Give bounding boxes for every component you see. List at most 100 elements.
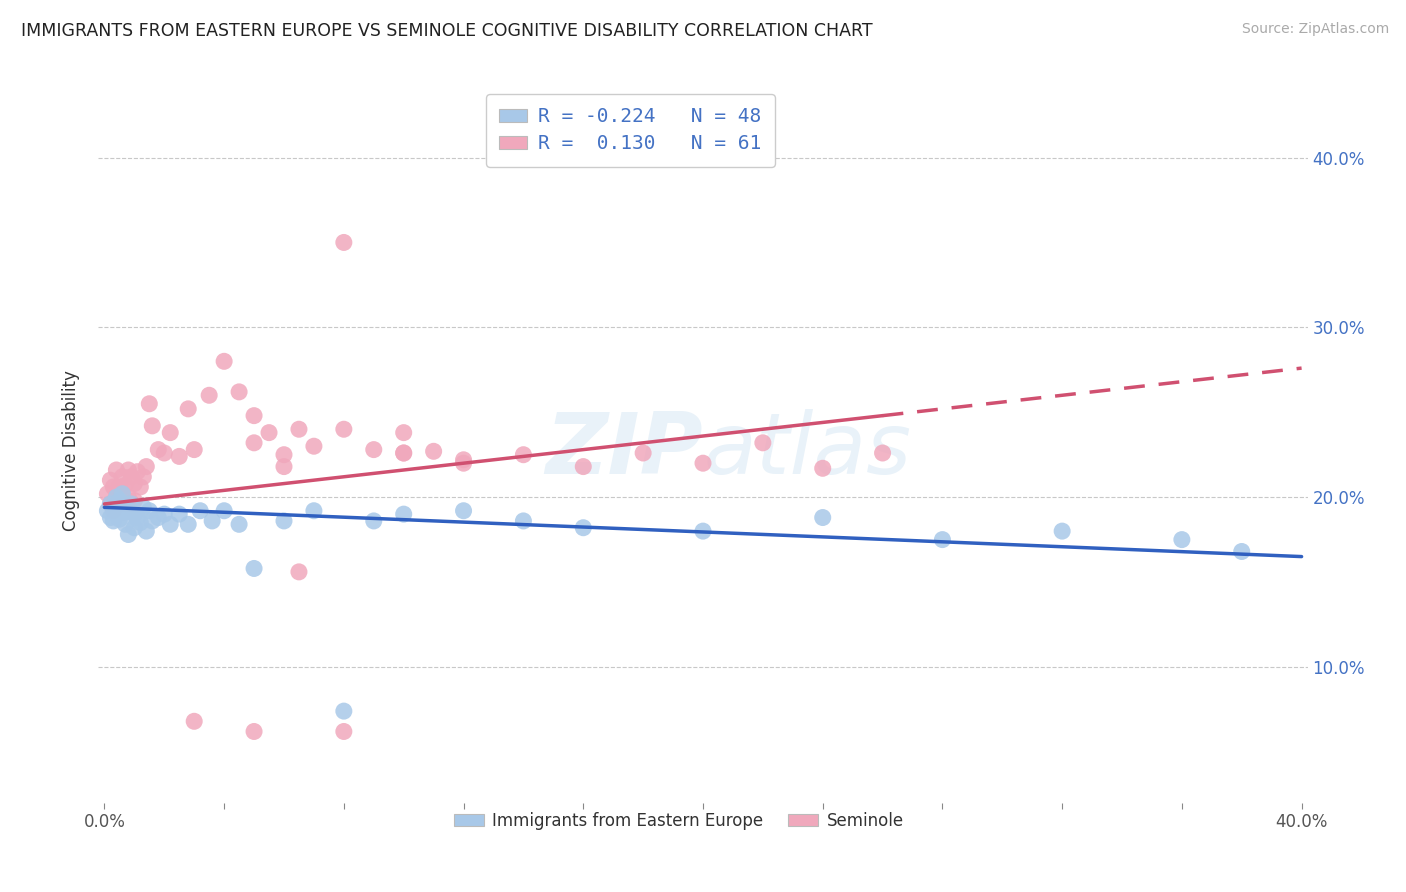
Point [1171,533,1194,547]
Point [105,490,128,504]
Point [138,504,160,518]
Point [288,565,311,579]
Point [212,354,235,368]
Point [108,480,131,494]
Point [114,517,136,532]
Point [129,480,152,494]
Point [124,507,146,521]
Point [141,514,163,528]
Point [512,448,534,462]
Point [201,514,224,528]
Point [159,425,181,440]
Text: atlas: atlas [703,409,911,492]
Text: ZIP: ZIP [546,409,703,492]
Point [177,517,200,532]
Point [183,442,205,457]
Point [111,470,134,484]
Point [127,465,149,479]
Point [153,507,176,521]
Point [117,463,139,477]
Point [572,521,595,535]
Point [141,418,163,433]
Point [108,493,131,508]
Point [422,444,444,458]
Point [692,456,714,470]
Point [148,442,170,457]
Y-axis label: Cognitive Disability: Cognitive Disability [62,370,80,531]
Point [228,517,250,532]
Point [100,497,122,511]
Point [273,448,295,462]
Point [114,478,136,492]
Point [132,470,155,484]
Point [273,514,295,528]
Text: Source: ZipAtlas.com: Source: ZipAtlas.com [1241,22,1389,37]
Point [103,504,125,518]
Point [111,487,134,501]
Point [105,463,128,477]
Point [243,561,266,575]
Point [117,527,139,541]
Point [931,533,953,547]
Point [872,446,894,460]
Point [138,397,160,411]
Point [103,514,125,528]
Point [333,724,356,739]
Point [692,524,714,538]
Point [120,497,142,511]
Text: IMMIGRANTS FROM EASTERN EUROPE VS SEMINOLE COGNITIVE DISABILITY CORRELATION CHAR: IMMIGRANTS FROM EASTERN EUROPE VS SEMINO… [21,22,873,40]
Point [1050,524,1073,538]
Point [114,497,136,511]
Point [302,504,325,518]
Point [153,446,176,460]
Point [243,724,266,739]
Point [105,490,128,504]
Point [159,517,181,532]
Point [257,425,280,440]
Point [752,435,775,450]
Point [363,442,385,457]
Point [243,409,266,423]
Point [392,507,415,521]
Point [273,459,295,474]
Point [135,459,157,474]
Point [453,452,475,467]
Point [100,473,122,487]
Point [392,446,415,460]
Point [212,504,235,518]
Point [198,388,221,402]
Point [392,425,415,440]
Point [111,487,134,501]
Point [453,504,475,518]
Point [811,510,834,524]
Point [1230,544,1253,558]
Point [333,235,356,250]
Point [108,512,131,526]
Point [129,516,152,530]
Point [103,480,125,494]
Point [108,497,131,511]
Point [183,714,205,729]
Point [114,499,136,513]
Point [127,510,149,524]
Point [167,507,190,521]
Point [148,510,170,524]
Point [333,704,356,718]
Point [453,456,475,470]
Point [103,499,125,513]
Point [120,470,142,484]
Point [572,459,595,474]
Point [124,521,146,535]
Point [167,450,190,464]
Point [302,439,325,453]
Point [631,446,654,460]
Point [333,422,356,436]
Point [120,497,142,511]
Legend: Immigrants from Eastern Europe, Seminole: Immigrants from Eastern Europe, Seminole [447,805,911,837]
Point [105,502,128,516]
Point [363,514,385,528]
Point [811,461,834,475]
Point [117,490,139,504]
Point [243,435,266,450]
Point [177,401,200,416]
